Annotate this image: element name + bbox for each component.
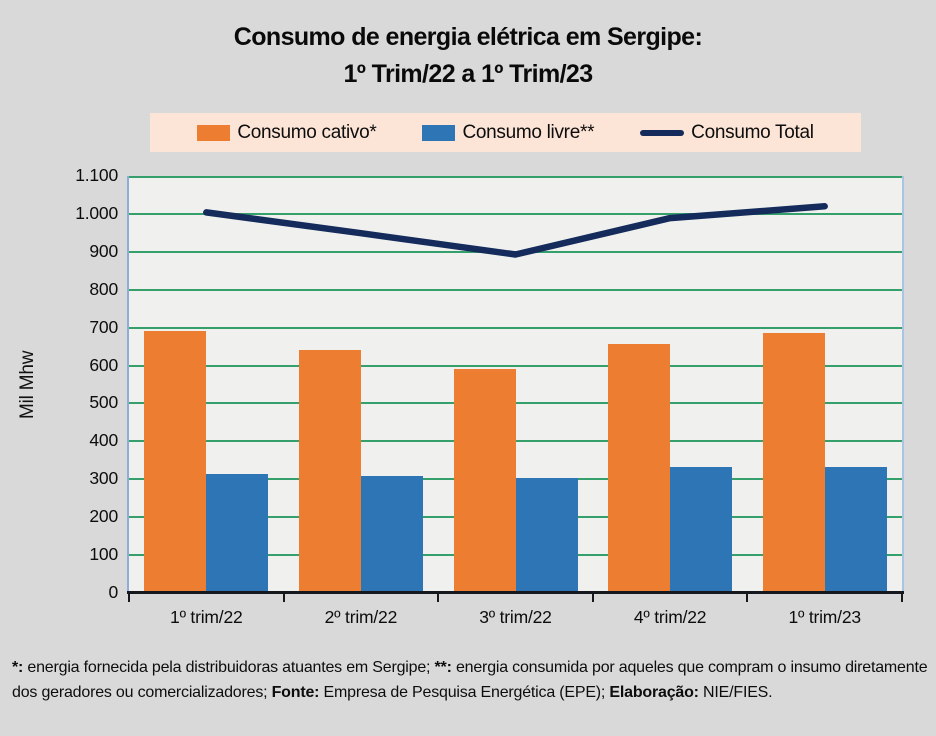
y-tick-label: 300: [89, 468, 118, 489]
bar-consumo-cativo: [298, 350, 361, 593]
y-tick-label: 900: [89, 240, 118, 261]
bar-consumo-cativo: [762, 332, 825, 593]
footnote-segment: NIE/FIES.: [698, 684, 773, 701]
chart-title-line2: 1º Trim/22 a 1º Trim/23: [343, 60, 593, 88]
bar-consumo-livre: [206, 473, 269, 593]
gridline: [129, 326, 902, 329]
legend-label-consumo-total: Consumo Total: [691, 121, 814, 143]
x-tick-label: 1º trim/23: [788, 607, 861, 627]
gridline: [129, 212, 902, 215]
x-axis-line: [127, 591, 904, 594]
gridline: [129, 402, 902, 405]
footnote-bold-segment: Fonte:: [271, 684, 320, 701]
bar-consumo-livre: [670, 467, 733, 593]
navy-line-swatch-icon: [640, 129, 685, 136]
footnote-bold-segment: *:: [12, 659, 24, 676]
total-line: [203, 203, 828, 258]
y-tick-label: 1.000: [75, 202, 118, 223]
y-axis-title: Mil Mhw: [17, 350, 38, 419]
chart-title-line1: Consumo de energia elétrica em Sergipe:: [233, 23, 703, 51]
x-tick-mark: [128, 593, 130, 602]
x-tick-label: 2º trim/22: [324, 607, 398, 627]
footnote-segment: energia consumida por aqueles que compra…: [12, 659, 928, 701]
footnote-bold-segment: Elaboração:: [609, 684, 699, 701]
legend-item-consumo-livre: Consumo livre**: [422, 122, 594, 144]
x-tick-mark: [282, 593, 285, 602]
y-tick-label: 500: [89, 392, 118, 413]
y-tick-label: 200: [89, 506, 118, 527]
chart-title: Consumo de energia elétrica em Sergipe: …: [0, 19, 936, 93]
footnote-bold-segment: **:: [434, 659, 452, 676]
total-line-svg: [203, 203, 828, 258]
gridline: [129, 288, 902, 291]
legend-label-consumo-cativo: Consumo cativo*: [237, 121, 377, 143]
y-tick-label: 600: [89, 354, 118, 375]
y-tick-label: 1.100: [75, 165, 118, 185]
bar-consumo-cativo: [608, 343, 671, 593]
orange-bar-swatch-icon: [197, 124, 231, 141]
x-tick-label: 3º trim/22: [479, 607, 552, 627]
legend-item-consumo-cativo: Consumo cativo*: [197, 121, 377, 144]
x-tick-mark: [746, 593, 749, 602]
legend-item-consumo-total: Consumo Total: [640, 122, 814, 144]
y-tick-label: 100: [89, 544, 118, 565]
bar-consumo-livre: [360, 475, 423, 593]
footnote-segment: Empresa de Pesquisa Energética (EPE);: [319, 684, 610, 701]
plot-right-border: [902, 176, 904, 593]
gridline: [129, 364, 902, 367]
bar-consumo-livre: [515, 478, 578, 593]
y-tick-label: 700: [89, 316, 118, 337]
footnote: *: energia fornecida pela distribuidoras…: [12, 655, 928, 705]
bar-consumo-livre: [824, 466, 887, 593]
y-tick-label: 400: [89, 430, 118, 451]
x-tick-mark: [901, 593, 903, 602]
footnote-segment: energia fornecida pela distribuidoras at…: [23, 659, 435, 676]
x-tick-mark: [437, 593, 440, 602]
bar-consumo-cativo: [144, 331, 207, 593]
plot-area: [129, 176, 902, 593]
legend-label-consumo-livre: Consumo livre**: [462, 121, 595, 143]
x-tick-mark: [591, 593, 594, 602]
gridline: [129, 440, 902, 443]
blue-bar-swatch-icon: [422, 124, 456, 141]
plot-left-border: [127, 176, 129, 593]
x-tick-label: 1º trim/22: [170, 607, 243, 627]
y-tick-label: 800: [89, 278, 118, 299]
y-tick-label: 0: [108, 582, 118, 602]
x-tick-label: 4º trim/22: [633, 607, 707, 627]
bar-consumo-cativo: [453, 369, 516, 593]
gridline: [129, 176, 902, 178]
legend: Consumo cativo* Consumo livre** Consumo …: [150, 113, 861, 152]
